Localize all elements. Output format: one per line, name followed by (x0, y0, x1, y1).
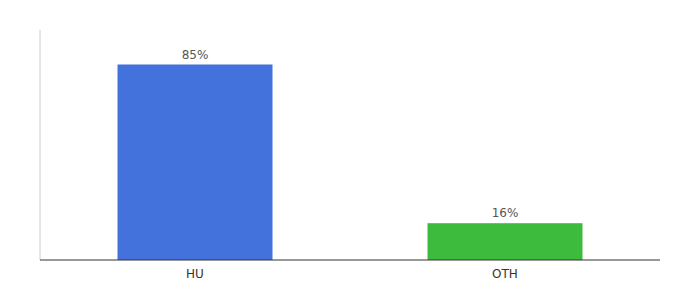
bars (118, 65, 583, 261)
labels: 85% 16% (182, 48, 519, 221)
chart-container: 85% 16% HU OTH (0, 0, 680, 300)
x-tick-label: OTH (492, 267, 518, 281)
x-axis-line (40, 260, 660, 261)
bar (118, 65, 273, 261)
bar (428, 223, 583, 260)
data-label: 16% (492, 206, 519, 220)
y-axis-line (40, 30, 41, 260)
chart-svg: 85% 16% HU OTH (0, 0, 680, 300)
x-tick-label: HU (186, 267, 204, 281)
data-label: 85% (182, 48, 209, 62)
